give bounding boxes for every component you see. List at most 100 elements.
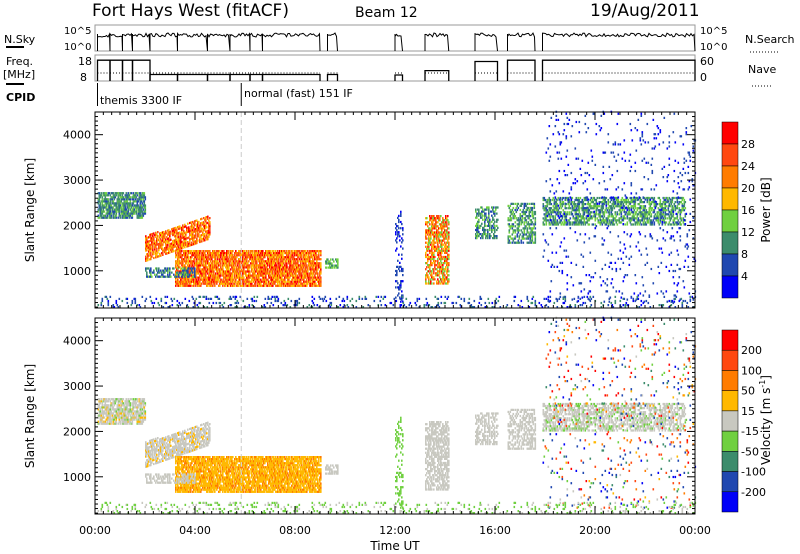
power-echo-cell (284, 272, 286, 274)
power-echo-cell (635, 223, 637, 225)
power-echo-cell (478, 209, 480, 211)
power-echo-cell (119, 211, 121, 213)
power-echo-cell (194, 260, 196, 262)
power-echo-cell (526, 225, 528, 227)
power-echo-cell (178, 258, 180, 260)
power-echo-cell (496, 237, 498, 239)
power-echo-cell (201, 277, 203, 279)
power-echo-cell (551, 207, 553, 209)
power-echo-cell (488, 213, 490, 215)
power-echo-cell (529, 203, 531, 205)
power-echo-cell (185, 234, 187, 236)
power-echo-cell (433, 276, 435, 278)
power-echo-cell (533, 215, 535, 217)
power-echo-cell (433, 215, 435, 217)
power-echo-cell (630, 221, 632, 223)
power-echo-cell (189, 274, 191, 276)
power-echo-cell (630, 213, 632, 215)
power-echo-cell (232, 281, 234, 283)
power-echo-cell (275, 262, 277, 264)
power-echo-cell (279, 281, 281, 283)
power-echo-cell (494, 237, 496, 239)
power-echo-cell (615, 217, 617, 219)
power-echo-cell (427, 254, 429, 256)
power-echo-cell (235, 262, 237, 264)
power-echo-cell (222, 285, 224, 287)
power-echo-cell (555, 217, 557, 219)
power-echo-cell (132, 217, 134, 219)
power-echo-cell (185, 240, 187, 242)
power-echo-cell (314, 275, 316, 277)
cpid-program-2: normal (fast) 151 IF (244, 87, 353, 100)
power-echo-cell (205, 254, 207, 256)
power-echo-cell (234, 254, 236, 256)
power-echo-cell (232, 275, 234, 277)
power-echo-cell (578, 217, 580, 219)
power-echo-cell (310, 281, 312, 283)
power-echo-cell (448, 254, 450, 256)
power-echo-cell (256, 262, 258, 264)
power-echo-cell (400, 286, 402, 288)
power-echo-cell (270, 250, 272, 252)
power-echo-cell (176, 276, 178, 278)
power-echo-cell (164, 235, 166, 237)
power-echo-cell (187, 272, 189, 274)
power-echo-cell (156, 248, 158, 250)
power-echo-cell (567, 221, 569, 223)
power-echo-cell (145, 206, 147, 208)
power-echo-cell (226, 262, 228, 264)
power-echo-cell (593, 201, 595, 203)
power-echo-cell (194, 272, 196, 274)
power-echo-cell (235, 264, 237, 266)
power-echo-cell (532, 229, 534, 231)
power-echo-cell (585, 203, 587, 205)
power-echo-cell (225, 285, 227, 287)
power-echo-cell (312, 285, 314, 287)
power-echo-cell (304, 283, 306, 285)
velocity-label-main: Velocity [m s (759, 388, 773, 465)
power-echo-cell (491, 211, 493, 213)
power-echo-cell (518, 227, 520, 229)
power-echo-cell (425, 252, 427, 254)
power-echo-cell (108, 198, 110, 200)
power-echo-cell (515, 235, 517, 237)
power-echo-cell (600, 223, 602, 225)
power-echo-cell (512, 213, 514, 215)
power-echo-cell (136, 211, 138, 213)
power-echo-cell (441, 231, 443, 233)
power-echo-cell (443, 240, 445, 242)
freq-label: Freq. (6, 55, 33, 68)
power-echo-cell (398, 233, 400, 235)
power-echo-cell (192, 272, 194, 274)
power-echo-cell (528, 238, 530, 240)
power-echo-cell (175, 256, 177, 258)
power-echo-cell (579, 199, 581, 201)
power-echo-cell (440, 282, 442, 284)
power-echo-cell (278, 272, 280, 274)
power-echo-cell (248, 279, 250, 281)
power-echo-cell (442, 270, 444, 272)
power-echo-cell (181, 256, 183, 258)
power-echo-cell (176, 229, 178, 231)
power-echo-cell (527, 203, 529, 205)
power-echo-cell (400, 221, 402, 223)
power-echo-cell (229, 262, 231, 264)
power-echo-cell (110, 200, 112, 202)
power-echo-cell (489, 223, 491, 225)
power-echo-cell (315, 252, 317, 254)
power-echo-cell (269, 281, 271, 283)
power-echo-cell (123, 192, 125, 194)
power-echo-cell (283, 275, 285, 277)
power-echo-cell (446, 238, 448, 240)
power-echo-cell (491, 231, 493, 233)
power-echo-cell (434, 278, 436, 280)
power-echo-cell (441, 223, 443, 225)
power-echo-cell (549, 197, 551, 199)
power-echo-cell (433, 252, 435, 254)
power-echo-cell (142, 211, 144, 213)
power-echo-cell (514, 217, 516, 219)
power-echo-cell (396, 280, 398, 282)
power-echo-cell (439, 280, 441, 282)
power-echo-cell (428, 270, 430, 272)
power-echo-cell (248, 268, 250, 270)
